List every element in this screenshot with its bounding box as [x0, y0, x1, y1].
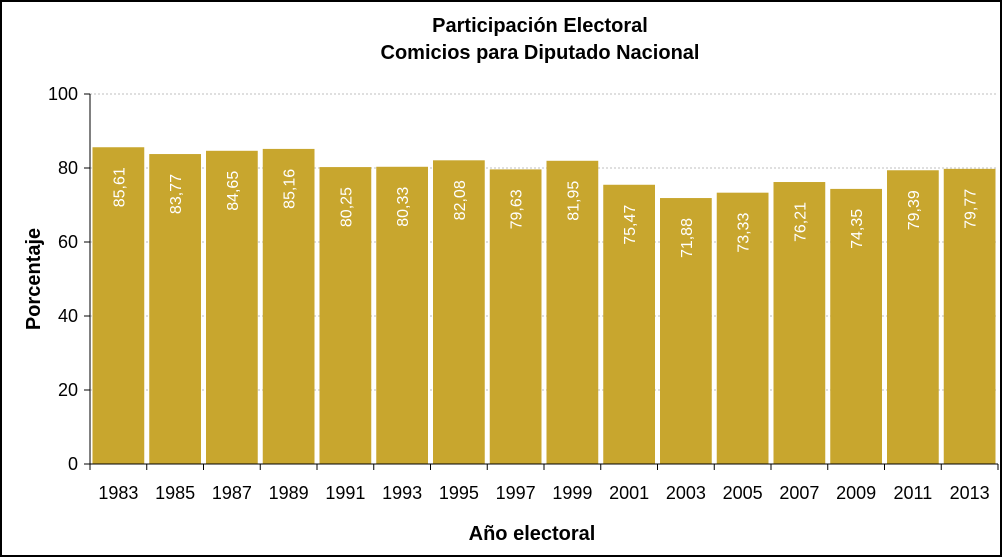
bar-2013: [943, 168, 996, 464]
data-label-1997: 79,63: [509, 189, 526, 229]
x-tick-label: 1999: [552, 483, 592, 503]
data-label-2011: 79,39: [906, 190, 923, 230]
bar-1993: [376, 166, 428, 465]
y-tick-label: 100: [48, 84, 78, 104]
x-tick-label: 2013: [950, 483, 990, 503]
data-label-2013: 79,77: [963, 189, 980, 229]
y-tick-label: 60: [58, 232, 78, 252]
data-label-1993: 80,33: [395, 187, 412, 227]
y-tick-label: 20: [58, 380, 78, 400]
data-label-1983: 85,61: [111, 167, 128, 207]
y-tick-label: 80: [58, 158, 78, 178]
y-axis-title: Porcentaje: [23, 228, 45, 330]
data-label-1987: 84,65: [225, 171, 242, 211]
data-labels: 85,61 83,77 84,65 85,16 80,25 80,33 82,08 79,63…: [111, 167, 979, 258]
x-tick-label: 2001: [609, 483, 649, 503]
bar-2011: [887, 170, 939, 464]
data-label-1999: 81,95: [565, 181, 582, 221]
bars: [92, 147, 996, 465]
data-label-1991: 80,25: [338, 187, 355, 227]
chart-subtitle: Comicios para Diputado Nacional: [381, 42, 700, 64]
bar-2005: [716, 192, 769, 464]
bar-1997: [489, 169, 542, 464]
x-tick-labels: 1983 1985 1987 1989 1991 1993 1995 1997 1999 2001…: [98, 483, 989, 503]
bar-1987: [206, 150, 258, 465]
x-tick-label: 1989: [269, 483, 309, 503]
bar-2009: [830, 188, 882, 464]
data-label-2001: 75,47: [622, 205, 639, 245]
bar-1991: [319, 167, 372, 464]
data-label-2005: 73,33: [736, 213, 753, 253]
x-tick-label: 2005: [723, 483, 763, 503]
y-tick-label: 40: [58, 306, 78, 326]
x-tick-label: 1993: [382, 483, 422, 503]
bar-2003: [660, 198, 712, 464]
x-tick-label: 1997: [496, 483, 536, 503]
x-tick-label: 1983: [98, 483, 138, 503]
bar-2001: [603, 184, 655, 465]
bar-1985: [149, 154, 201, 464]
x-tick-label: 1991: [325, 483, 365, 503]
data-label-2009: 74,35: [849, 209, 866, 249]
data-label-1985: 83,77: [168, 174, 185, 214]
data-label-1989: 85,16: [282, 169, 299, 209]
x-tick-label: 2009: [836, 483, 876, 503]
y-tick-labels: 0 20 40 60 80 100: [48, 84, 78, 474]
chart-title: Participación Electoral: [432, 15, 648, 37]
x-tick-label: 1995: [439, 483, 479, 503]
bar-1983: [92, 147, 145, 465]
bar-1999: [546, 160, 599, 464]
x-axis-title: Año electoral: [469, 523, 596, 545]
x-tick-label: 2003: [666, 483, 706, 503]
x-tick-label: 1987: [212, 483, 252, 503]
x-tick-label: 2011: [894, 483, 933, 503]
bar-2007: [773, 182, 826, 464]
y-tick-label: 0: [68, 454, 78, 474]
axes: [84, 93, 999, 470]
data-label-1995: 82,08: [452, 180, 469, 220]
bar-1989: [262, 148, 315, 464]
x-tick-label: 1985: [155, 483, 195, 503]
x-tick-label: 2007: [779, 483, 819, 503]
bar-1995: [433, 160, 485, 464]
data-label-2007: 76,21: [792, 202, 809, 242]
data-label-2003: 71,88: [679, 218, 696, 258]
